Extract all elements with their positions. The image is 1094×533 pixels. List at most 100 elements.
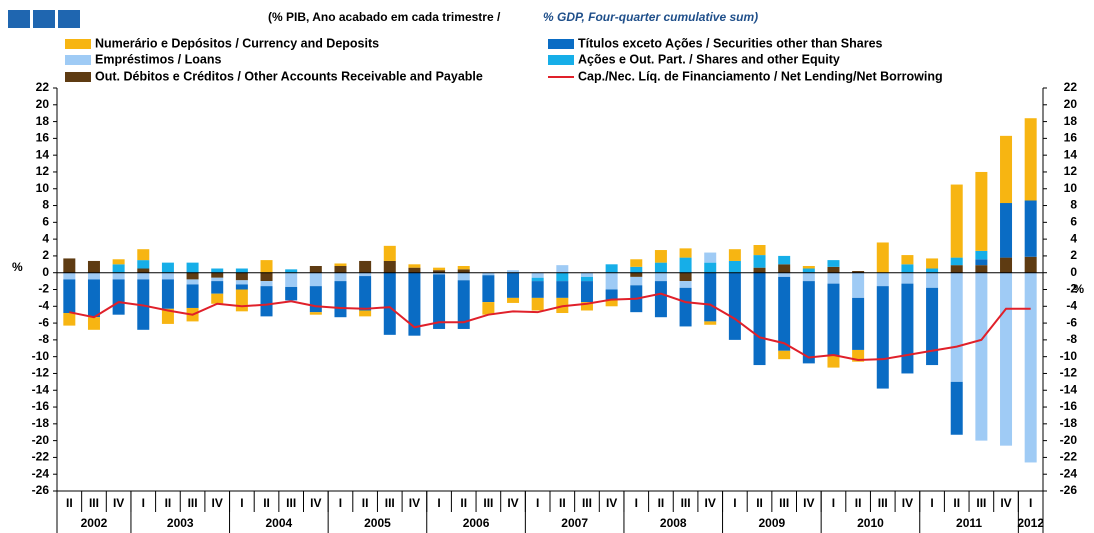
x-tick-label: III [188, 496, 198, 510]
x-tick-label: IV [606, 496, 617, 510]
y2-tick-label: 18 [1064, 114, 1078, 128]
y2-tick-label: -20 [1060, 433, 1078, 447]
legend-label: Cap./Nec. Líq. de Financiamento / Net Le… [578, 69, 943, 83]
x-tick-label: IV [705, 496, 716, 510]
bar-segment [359, 272, 372, 277]
bar-segment [975, 259, 988, 266]
legend-swatch [65, 39, 91, 49]
bar-segment [605, 289, 618, 300]
bar-segment [1000, 135, 1013, 204]
bar-segment [827, 260, 840, 267]
bar-segment [383, 245, 396, 261]
bar-segment [605, 264, 618, 273]
bar-segment [950, 272, 963, 382]
bar-segment [137, 272, 150, 280]
y-tick-label: 10 [36, 181, 50, 195]
bar-segment [137, 260, 150, 269]
bar-segment [457, 265, 470, 270]
bar-segment [753, 255, 766, 268]
logo-square [58, 10, 80, 28]
y-tick-label: 12 [36, 164, 50, 178]
bar-segment [235, 284, 248, 290]
bar-segment [186, 284, 199, 308]
bar-segment [112, 264, 125, 273]
bar-segment [531, 277, 544, 282]
bar-segment [827, 283, 840, 356]
logo-square [33, 10, 55, 28]
bar-segment [408, 267, 421, 273]
x-tick-label: III [89, 496, 99, 510]
bar-segment [901, 264, 914, 273]
y2-tick-label: 0 [1070, 265, 1077, 279]
bar-segment [285, 272, 298, 287]
x-tick-label: I [142, 496, 145, 510]
legend-label: Ações e Out. Part. / Shares and other Eq… [578, 52, 840, 66]
x-tick-label: I [832, 496, 835, 510]
bar-segment [679, 272, 692, 282]
year-label: 2003 [167, 516, 194, 530]
y-tick-label: -2 [38, 282, 49, 296]
legend-label: Títulos exceto Ações / Securities other … [578, 36, 883, 50]
bar-segment [1024, 200, 1037, 257]
bar-segment [556, 265, 569, 273]
bar-segment [654, 250, 667, 263]
x-tick-label: I [536, 496, 539, 510]
bar-segment [1000, 272, 1013, 446]
bar-segment [704, 272, 717, 322]
y2-tick-label: 4 [1070, 231, 1077, 245]
year-label: 2006 [463, 516, 490, 530]
x-tick-label: III [779, 496, 789, 510]
bar-segment [926, 268, 939, 273]
bar-segment [901, 283, 914, 374]
bar-segment [605, 272, 618, 290]
y-tick-label: 14 [36, 147, 50, 161]
y2-axis-label: % [1073, 282, 1084, 296]
x-tick-label: III [286, 496, 296, 510]
bar-segment [531, 281, 544, 298]
bar-segment [852, 297, 865, 350]
bar-segment [654, 272, 667, 282]
bar-segment [433, 272, 446, 275]
bar-segment [334, 272, 347, 282]
bar-segment [507, 270, 520, 273]
year-label: 2012 [1017, 516, 1044, 530]
y-tick-label: -4 [38, 298, 49, 312]
year-label: 2002 [81, 516, 108, 530]
bar-segment [778, 350, 791, 360]
bar-segment [507, 272, 520, 298]
chart-title: (% PIB, Ano acabado em cada trimestre / [268, 10, 501, 24]
y-tick-label: 0 [42, 265, 49, 279]
y-tick-label: 6 [42, 215, 49, 229]
bar-segment [679, 257, 692, 273]
bar-segment [359, 276, 372, 311]
x-tick-label: I [635, 496, 638, 510]
bar-segment [802, 281, 815, 364]
bar-segment [1000, 257, 1013, 273]
bar-segment [260, 281, 273, 287]
legend-swatch [65, 55, 91, 65]
y2-tick-label: 8 [1070, 198, 1077, 212]
y2-tick-label: -22 [1060, 450, 1078, 464]
bar-segment [309, 265, 322, 273]
bar-segment [531, 297, 544, 311]
bar-segment [876, 242, 889, 273]
x-tick-label: IV [902, 496, 913, 510]
bar-segment [285, 269, 298, 273]
y2-tick-label: -24 [1060, 466, 1078, 480]
x-tick-label: IV [507, 496, 518, 510]
x-tick-label: III [976, 496, 986, 510]
bar-segment [728, 272, 741, 340]
bar-segment [778, 272, 791, 277]
bar-segment [137, 249, 150, 261]
x-tick-label: IV [212, 496, 223, 510]
x-tick-label: II [460, 496, 467, 510]
bar-segment [309, 286, 322, 313]
bar-segment [482, 302, 495, 315]
y2-tick-label: -26 [1060, 483, 1078, 497]
y-tick-label: -18 [32, 416, 50, 430]
x-tick-label: I [930, 496, 933, 510]
bar-segment [408, 264, 421, 268]
y2-tick-label: -4 [1066, 298, 1077, 312]
bar-segment [852, 349, 865, 362]
bar-segment [211, 277, 224, 282]
